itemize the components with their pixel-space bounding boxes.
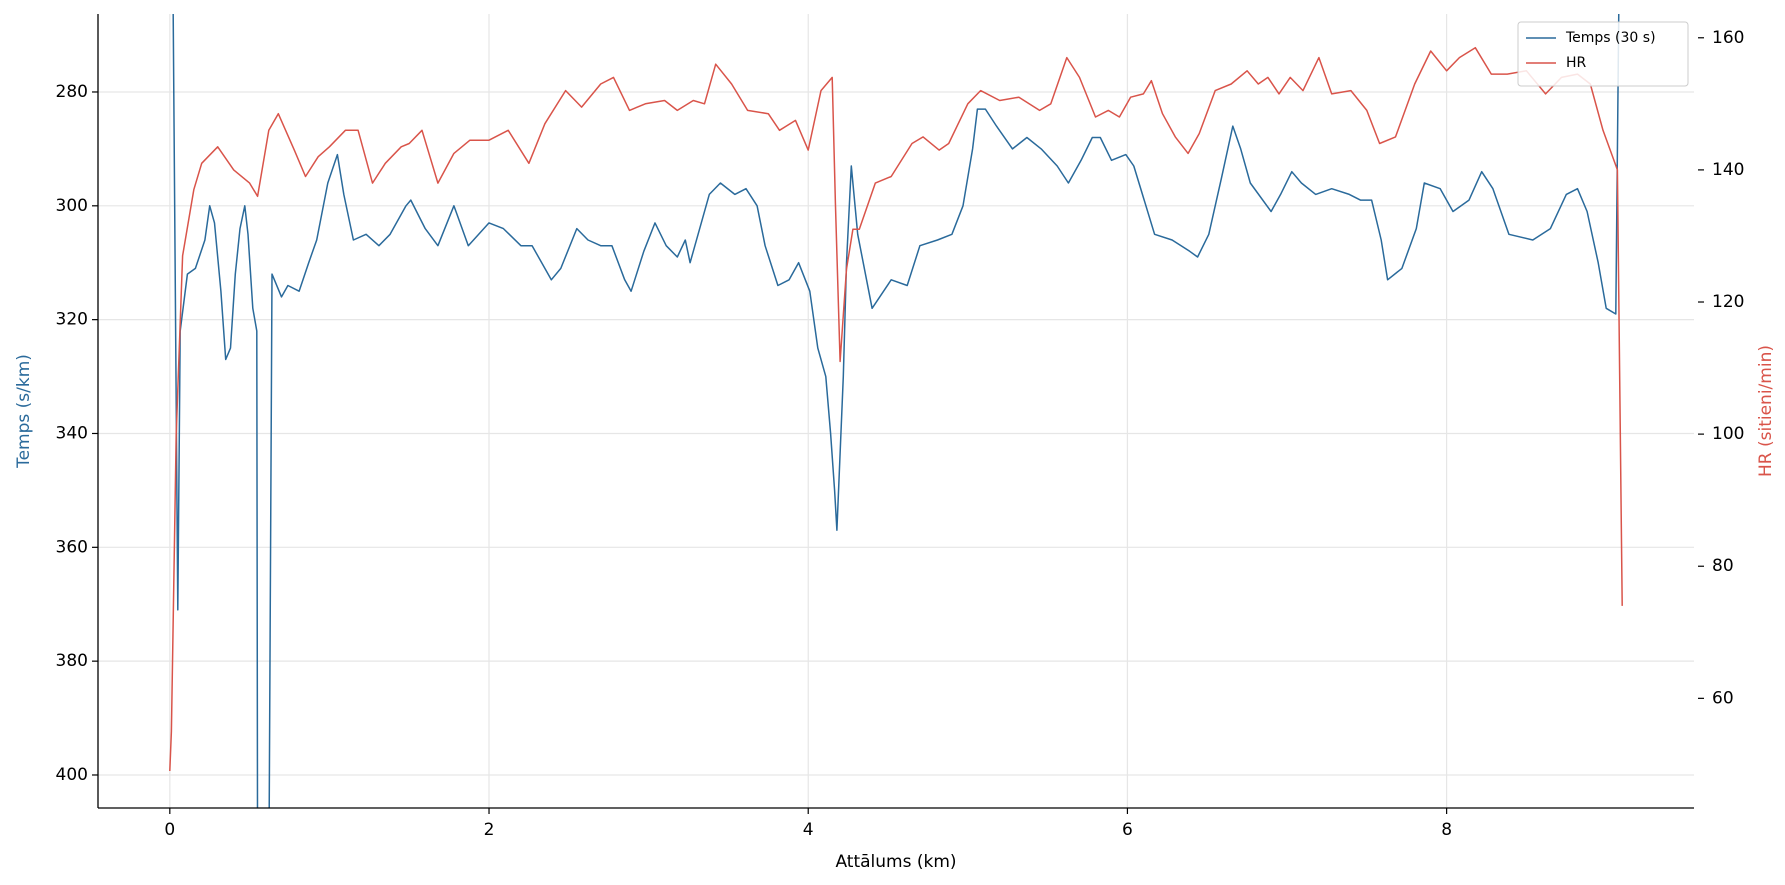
- y2-tick-label: 140: [1712, 160, 1744, 180]
- y-tick-label: 320: [56, 310, 88, 330]
- y-tick-label: 340: [56, 423, 88, 443]
- y-axis-label: Temps (s/km): [14, 354, 34, 469]
- y-tick-label: 360: [56, 537, 88, 557]
- y2-tick-label: 100: [1712, 424, 1744, 444]
- y2-tick-label: 160: [1712, 28, 1744, 48]
- y2-axis-label: HR (sitieni/min): [1756, 345, 1776, 477]
- x-tick-label: 6: [1122, 820, 1133, 840]
- y-tick-label: 280: [56, 82, 88, 102]
- y-tick-label: 300: [56, 196, 88, 216]
- legend-label: HR: [1566, 55, 1587, 71]
- x-tick-label: 0: [164, 820, 175, 840]
- legend: Temps (30 s) HR: [1517, 21, 1689, 87]
- legend-label: Temps (30 s): [1565, 30, 1656, 46]
- grid: [98, 14, 1694, 808]
- plot-area: [169, 14, 1623, 808]
- x-axis-label: Attālums (km): [835, 852, 956, 872]
- x-tick-label: 4: [803, 820, 814, 840]
- legend-box: [1517, 21, 1689, 87]
- y-tick-label: 400: [56, 765, 88, 785]
- y2-tick-label: 60: [1712, 688, 1734, 708]
- x-tick-label: 2: [484, 820, 495, 840]
- y-tick-label: 380: [56, 651, 88, 671]
- x-tick-label: 8: [1441, 820, 1452, 840]
- y2-tick-label: 120: [1712, 292, 1744, 312]
- series-line: [169, 46, 1623, 772]
- y2-tick-label: 80: [1712, 556, 1734, 576]
- series-line: [172, 14, 1620, 808]
